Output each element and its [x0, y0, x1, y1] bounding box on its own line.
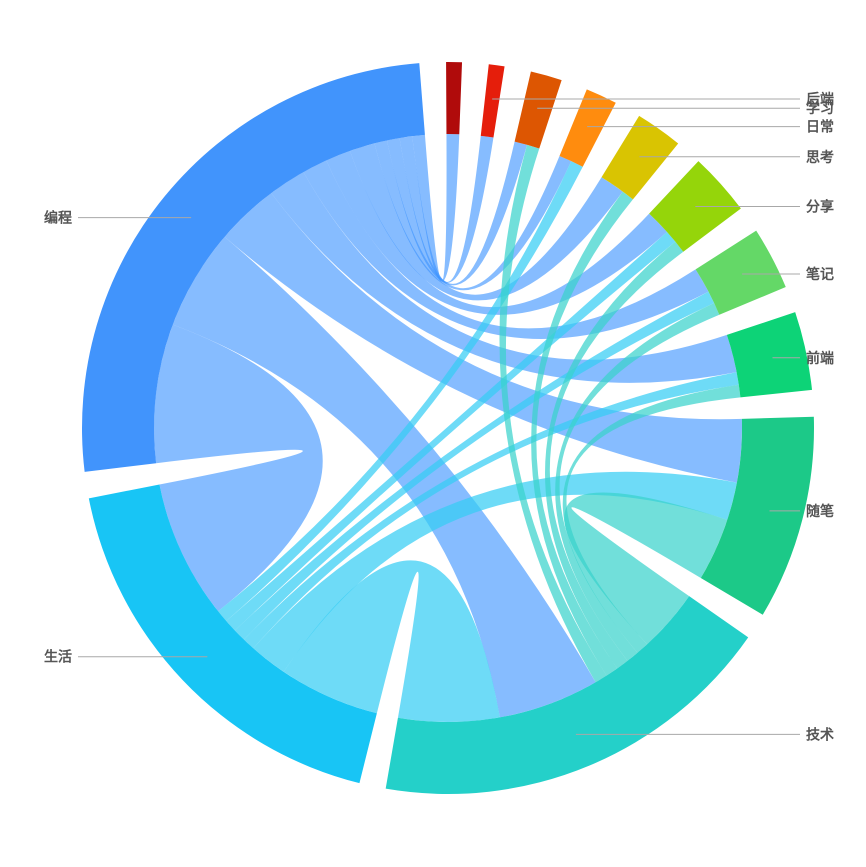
node-label-编程: 编程 — [44, 210, 72, 227]
node-label-分享: 分享 — [806, 199, 834, 216]
chord-ribbon-编程-后端 — [399, 135, 494, 283]
chord-ribbon-生活-随笔 — [253, 471, 737, 672]
chord-ribbon-编程-unlabeled — [412, 133, 460, 282]
chord-ribbon-编程-学习 — [386, 138, 528, 286]
chord-arc-编程 — [82, 63, 425, 472]
node-label-思考: 思考 — [806, 149, 834, 166]
node-label-生活: 生活 — [44, 649, 72, 666]
chord-ribbon-技术-笔记 — [555, 303, 720, 661]
chord-ribbon-生活-笔记 — [234, 291, 715, 640]
chord-ribbon-编程-生活 — [154, 324, 323, 612]
chord-arc-前端 — [726, 312, 813, 398]
chord-arc-分享 — [649, 161, 741, 252]
chord-ribbon-生活-分享 — [226, 231, 676, 631]
node-label-随笔: 随笔 — [806, 503, 834, 520]
chord-ribbon-技术-随笔 — [564, 492, 728, 645]
chord-arc-生活 — [88, 484, 377, 784]
chord-arc-思考 — [601, 115, 679, 200]
chord-ribbon-生活-技术 — [283, 560, 500, 723]
ribbons-group — [154, 133, 743, 723]
chord-arc-后端 — [480, 64, 505, 138]
node-label-笔记: 笔记 — [806, 266, 834, 283]
chord-ribbon-编程-思考 — [349, 143, 623, 301]
chord-arc-技术 — [385, 596, 749, 795]
chord-arc-日常 — [559, 89, 616, 167]
chord-ribbon-编程-技术 — [172, 236, 596, 718]
arcs-group — [82, 62, 815, 795]
node-label-后端: 后端 — [806, 91, 834, 108]
node-label-技术: 技术 — [806, 726, 834, 743]
chord-arc-学习 — [514, 71, 562, 149]
chord-arc-笔记 — [695, 230, 786, 315]
node-label-前端: 前端 — [806, 350, 834, 367]
chord-arc-unlabeled — [446, 62, 463, 135]
chord-ribbon-技术-思考 — [531, 191, 633, 676]
chord-arc-随笔 — [700, 416, 815, 615]
node-label-学习: 学习 — [806, 100, 834, 117]
node-label-日常: 日常 — [806, 119, 834, 136]
chord-ribbon-编程-前端 — [271, 172, 737, 383]
